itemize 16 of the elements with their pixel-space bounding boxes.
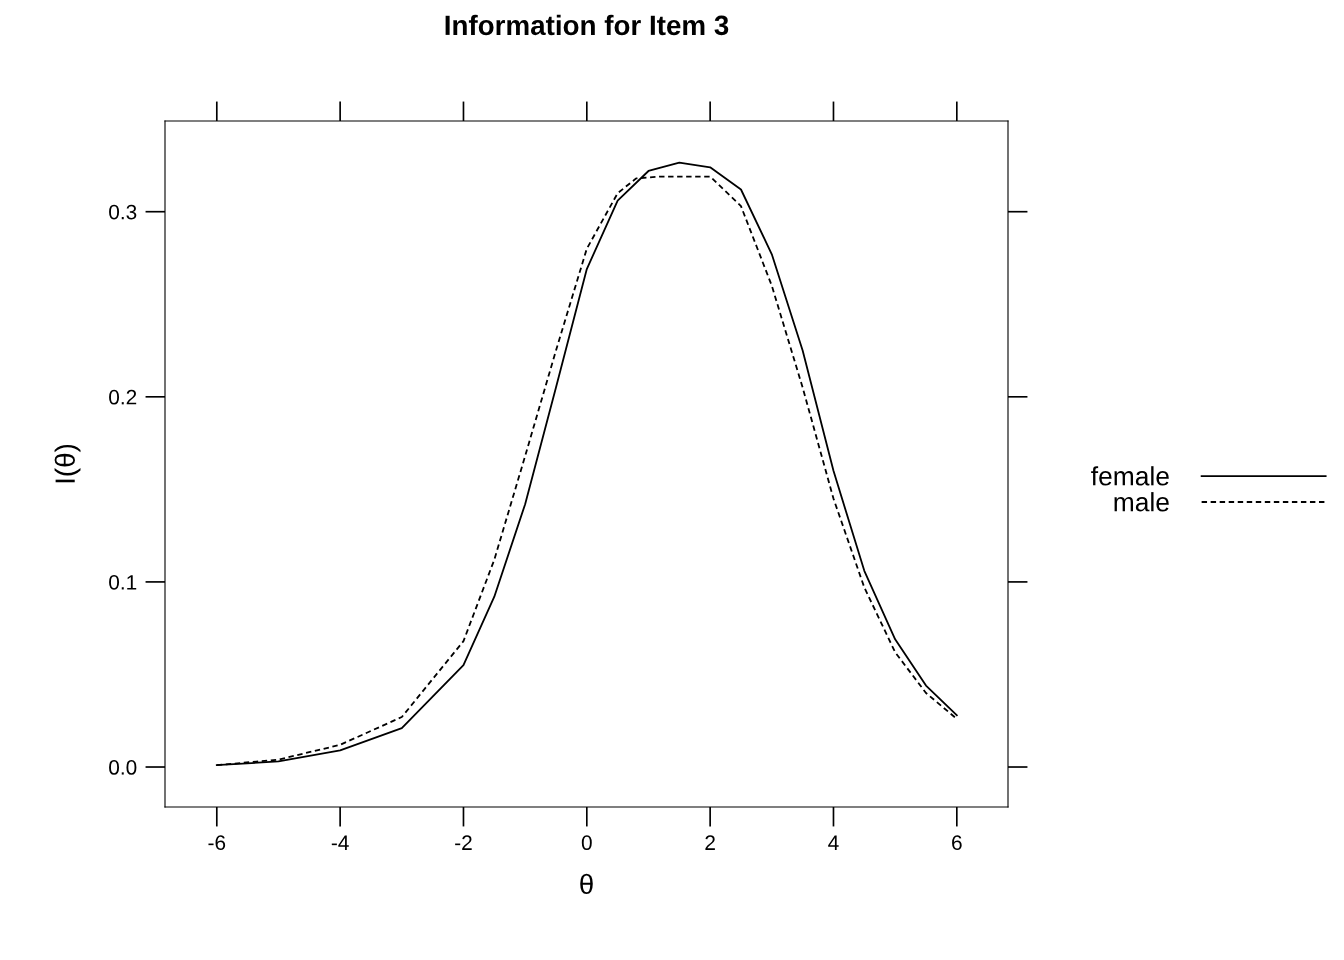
y-tick-label: 0.2 [109, 389, 137, 405]
x-tick-label: -4 [331, 835, 349, 850]
x-tick-label: 0 [581, 835, 592, 851]
legend-label: male [1114, 492, 1169, 512]
x-tick-label: -2 [455, 835, 472, 850]
legend-label: female [1091, 466, 1169, 486]
y-axis-title: I(θ) [54, 444, 81, 483]
x-tick-label: -6 [208, 835, 226, 851]
x-tick-label: 6 [952, 835, 962, 851]
x-tick-label: 2 [705, 835, 715, 850]
chart-title: Information for Item 3 [445, 14, 729, 36]
y-tick-label: 0.0 [109, 760, 137, 775]
x-tick-label: 4 [828, 835, 839, 850]
y-tick-label: 0.3 [109, 204, 137, 220]
y-tick-label: 0.1 [109, 574, 137, 590]
x-axis-title: θ [580, 873, 593, 895]
